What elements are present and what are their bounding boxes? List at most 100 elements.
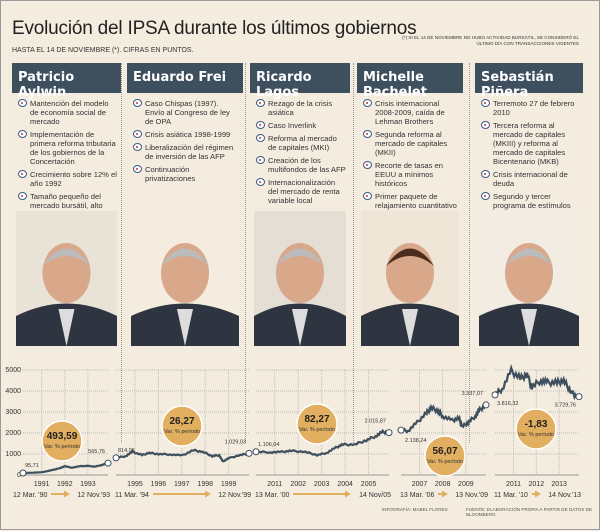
variation-value: 26,27 [169,416,194,427]
x-tick-label: 2012 [529,481,545,488]
bullet-icon [363,99,372,107]
event-text: Terremoto 27 de febrero 2010 [493,99,575,117]
government-header: Eduardo Frei [127,63,243,93]
bullet-icon [18,130,27,138]
x-tick-label: 2009 [458,481,474,488]
variation-value: 82,27 [304,414,329,425]
x-tick-label: 2008 [435,481,451,488]
variation-value: -1,83 [525,419,548,430]
event-text: Crisis internacional 2008-2009, caída de… [375,99,445,126]
event-text: Segunda reforma al mercado de capitales … [375,130,448,157]
x-tick-label: 1991 [34,481,50,488]
x-tick-label: 2004 [337,481,353,488]
x-tick-label: 1998 [197,481,213,488]
start-date-label: 13 Mar. '06 [400,492,435,499]
list-item: Terremoto 27 de febrero 2010 [481,99,579,117]
y-tick-label: 1000 [5,451,21,458]
x-tick-label: 1997 [174,481,190,488]
variation-label: Var. % período [44,444,80,450]
bullet-icon [18,192,27,200]
end-value-label: 3.729,76 [555,403,576,409]
event-text: Implementación de primera reforma tribut… [30,130,116,166]
index-line [494,363,580,401]
end-value-label: 1.029,03 [225,439,246,445]
end-value-label: 2.015,87 [365,419,386,425]
end-date-label: 12 Nov.'99 [218,492,251,499]
start-date-label: 11 Mar. '10 [494,492,528,499]
bullet-icon [133,130,142,138]
list-item: Crisis internacional 2008-2009, caída de… [363,99,459,126]
y-tick-label: 0 [17,472,21,479]
x-tick-label: 1993 [80,481,96,488]
list-item: Reforma al mercado de capitales (MKI) [256,134,346,152]
x-tick-label: 2007 [412,481,428,488]
list-item: Crisis internacional de deuda [481,170,579,188]
list-item: Internacionalización del mercado de rent… [256,178,346,205]
variation-label: Var. % período [164,429,200,435]
bullet-icon [18,170,27,178]
end-value-label: 3.337,07 [462,391,483,397]
event-text: Tercera reforma al mercado de capitales … [493,121,566,166]
end-value-label: 565,76 [88,449,105,455]
bullet-icon [18,99,27,107]
government-header: Sebastián Piñera [475,63,583,100]
bullet-icon [256,134,265,142]
arrow-head-icon [535,490,541,498]
start-value-label: 2.138,24 [405,438,426,444]
event-text: Caso Chispas (1997). Envío al Congreso d… [145,99,230,126]
bullet-icon [256,178,265,186]
variation-bubble [296,403,338,445]
y-tick-label: 2000 [5,430,21,437]
variation-bubble [424,435,466,477]
variation-bubble [515,408,557,450]
start-point [397,426,405,434]
bullet-icon [363,192,372,200]
x-tick-label: 2003 [314,481,330,488]
list-item: Crisis asiática 1998-1999 [133,130,239,139]
event-text: Continuación privatizaciones [145,165,196,183]
arrow-head-icon [442,490,448,498]
end-date-label: 13 Nov.'09 [455,492,488,499]
event-list: Rezago de la crisis asiática Caso Inverli… [250,93,350,205]
start-value-label: 814,95 [118,448,135,454]
bullet-icon [256,99,265,107]
y-tick-label: 4000 [5,388,21,395]
bullet-icon [256,156,265,164]
footnote: (*) SI EL 14 DE NOVIEMBRE NO HUBO ACTIVI… [402,35,579,46]
index-line [22,462,109,475]
x-tick-label: 1995 [127,481,143,488]
government-column: Eduardo Frei Caso Chispas (1997). Envío a… [127,63,243,503]
event-text: Internacionalización del mercado de rent… [268,178,340,205]
list-item: Tercera reforma al mercado de capitales … [481,121,579,166]
credit-infografia: INFOGRAFÍA: MABEL FLORES [382,507,448,512]
x-tick-label: 1996 [151,481,167,488]
start-point [19,469,27,477]
variation-value: 493,59 [47,431,78,442]
bullet-icon [481,121,490,129]
list-item: Caso Inverlink [256,121,346,130]
index-line [400,401,487,434]
variation-label: Var. % período [427,459,463,465]
y-tick-label: 3000 [5,409,21,416]
event-text: Reforma al mercado de capitales (MKI) [268,134,337,152]
x-tick-label: 2002 [290,481,306,488]
start-point [112,454,120,462]
start-date-label: 12 Mar. '90 [13,492,48,499]
list-item: Rezago de la crisis asiática [256,99,346,117]
x-tick-label: 1992 [57,481,73,488]
president-portrait [479,211,579,346]
x-tick-label: 2005 [361,481,377,488]
president-portrait [131,211,239,346]
y-tick-label: 5000 [5,367,21,374]
bullet-icon [133,165,142,173]
end-point [104,459,112,467]
list-item: Continuación privatizaciones [133,165,239,183]
event-text: Liberalización del régimen de inversión … [145,143,234,161]
start-date-label: 11 Mar. '94 [115,492,149,499]
x-tick-label: 2011 [506,481,521,488]
start-value-label: 95,71 [25,463,39,469]
event-text: Mantención del modelo de economía social… [30,99,109,126]
list-item: Creación de los multifondos de las AFP [256,156,346,174]
variation-label: Var. % período [518,432,554,438]
bullet-icon [363,130,372,138]
